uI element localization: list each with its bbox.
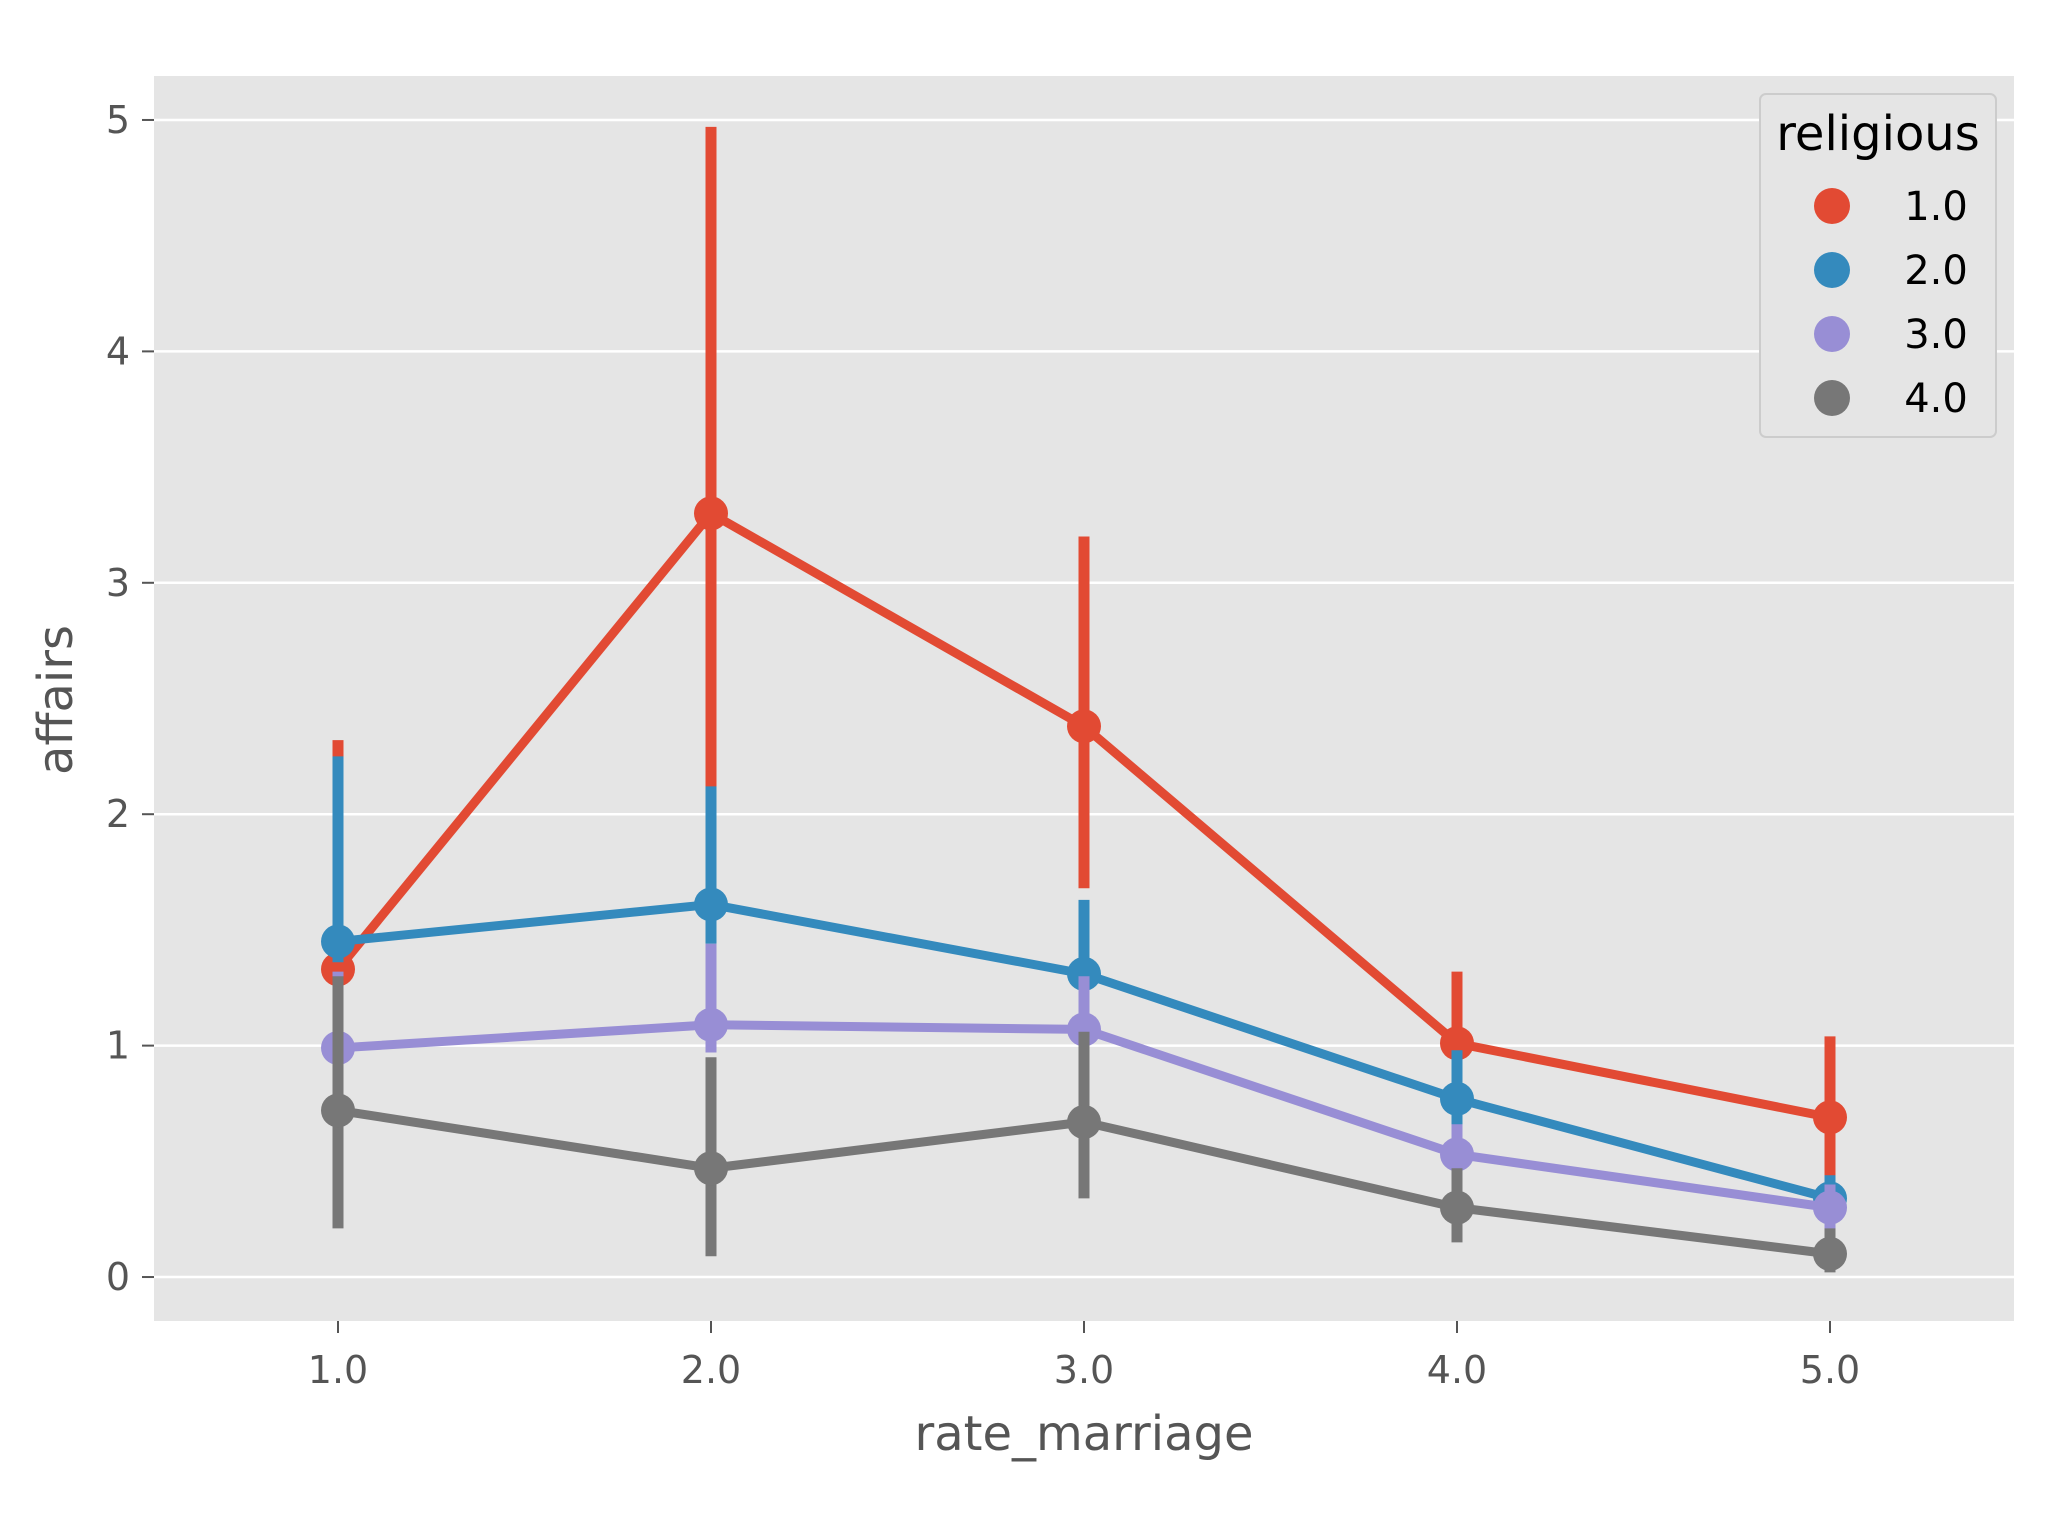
- series-4.0: [321, 976, 1847, 1273]
- data-point: [1067, 1104, 1101, 1139]
- series-layer: [321, 126, 1847, 1273]
- data-point: [1440, 1026, 1474, 1061]
- legend-items: 1.0 2.0 3.0 4.0: [1814, 184, 1968, 422]
- y-tick-label: 0: [106, 1255, 130, 1299]
- x-tick-label: 5.0: [1800, 1348, 1860, 1392]
- data-point: [1067, 709, 1101, 744]
- y-tick-label: 5: [106, 98, 130, 142]
- x-tick-label: 4.0: [1427, 1348, 1487, 1392]
- y-axis-label: affairs: [28, 625, 84, 775]
- legend-label: 2.0: [1904, 248, 1968, 294]
- legend-marker: [1814, 252, 1850, 288]
- data-point: [694, 1007, 728, 1042]
- data-point: [1813, 1190, 1847, 1225]
- y-tick-label: 2: [106, 792, 130, 836]
- data-point: [694, 1151, 728, 1186]
- data-point: [321, 924, 355, 959]
- legend-item: 2.0: [1814, 248, 1968, 294]
- data-point: [1067, 956, 1101, 991]
- x-axis-label: rate_marriage: [914, 1406, 1253, 1462]
- legend-marker: [1814, 380, 1850, 416]
- legend-item: 3.0: [1814, 312, 1968, 358]
- data-point: [321, 1093, 355, 1128]
- data-point: [1440, 1190, 1474, 1225]
- x-tick-label: 1.0: [308, 1348, 368, 1392]
- legend-title: religious: [1776, 106, 1979, 162]
- y-tick-label: 1: [106, 1024, 130, 1068]
- legend-marker: [1814, 188, 1850, 224]
- legend: religious 1.0 2.0 3.0 4.0: [1759, 93, 1997, 438]
- x-axis-ticks: 1.0 2.0 3.0 4.0 5.0: [308, 1321, 1860, 1392]
- legend-label: 1.0: [1904, 184, 1968, 230]
- data-point: [694, 887, 728, 922]
- legend-label: 3.0: [1904, 312, 1968, 358]
- data-point: [694, 496, 728, 531]
- legend-item: 1.0: [1814, 184, 1968, 230]
- legend-label: 4.0: [1904, 376, 1968, 422]
- legend-item: 4.0: [1814, 376, 1968, 422]
- y-tick-label: 4: [106, 329, 130, 373]
- x-tick-label: 2.0: [681, 1348, 741, 1392]
- data-point: [1813, 1236, 1847, 1271]
- legend-frame: [1759, 93, 1997, 438]
- data-point: [321, 952, 355, 987]
- x-tick-label: 3.0: [1054, 1348, 1114, 1392]
- data-point: [1440, 1137, 1474, 1172]
- legend-marker: [1814, 316, 1850, 352]
- y-axis-ticks: 0 1 2 3 4 5: [106, 98, 154, 1299]
- data-point: [1440, 1081, 1474, 1116]
- y-tick-label: 3: [106, 561, 130, 605]
- data-point: [1813, 1100, 1847, 1135]
- data-point: [1067, 1012, 1101, 1047]
